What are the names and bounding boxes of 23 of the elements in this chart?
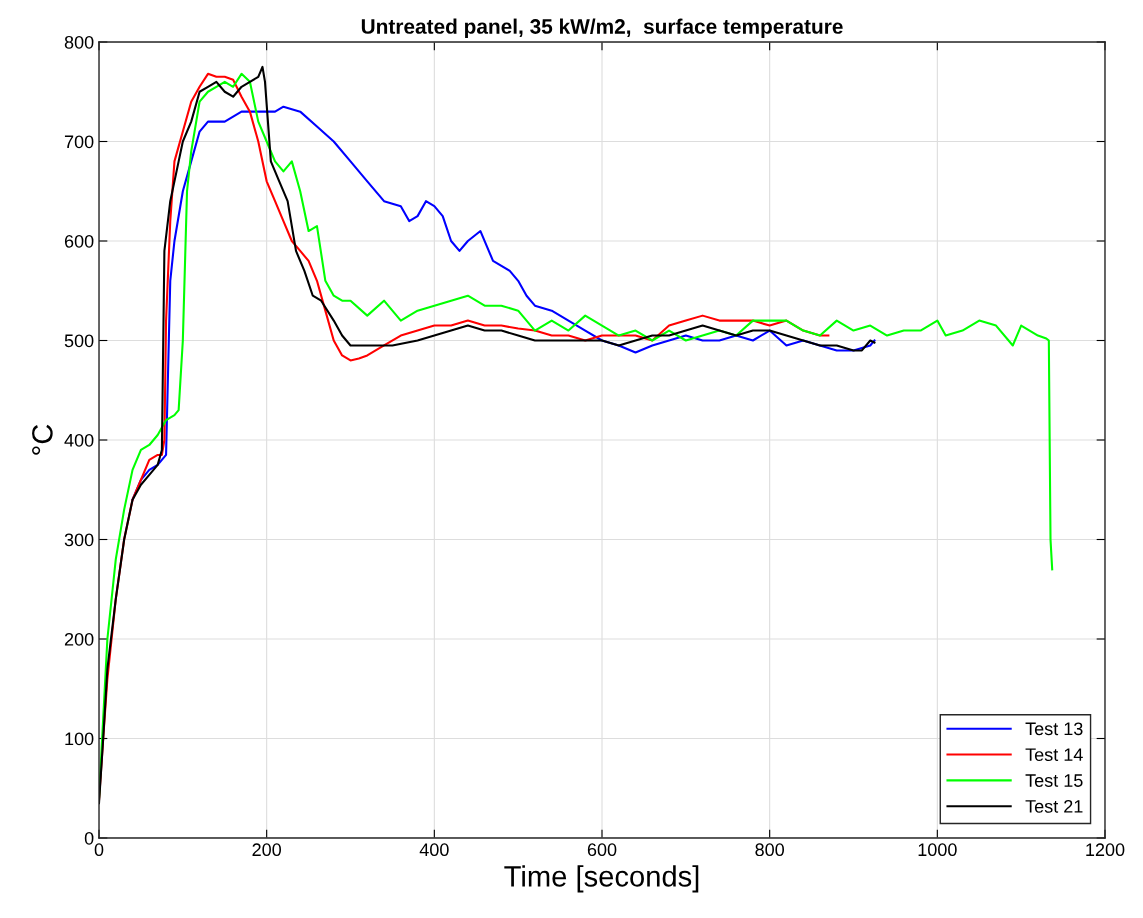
x-tick-label: 0 (94, 843, 104, 857)
y-tick-label: 100 (65, 732, 94, 746)
x-tick-label: 800 (755, 843, 785, 857)
y-tick-label: 500 (64, 334, 94, 348)
y-tick-label: 400 (64, 433, 94, 447)
y-tick-label: 200 (64, 632, 94, 646)
legend-label: Test 14 (1025, 748, 1083, 762)
x-axis-title: Time [seconds] (504, 865, 699, 893)
chart-title: Untreated panel, 35 kW/m2, surface temperature (361, 18, 843, 38)
x-tick-label: 200 (252, 843, 282, 857)
y-tick-label: 600 (64, 234, 94, 248)
x-tick-label: 1000 (918, 843, 957, 857)
legend-label: Test 15 (1025, 774, 1083, 787)
x-tick-label: 400 (419, 843, 449, 857)
y-axis-title: °C (32, 424, 53, 455)
legend-label: Test 13 (1025, 722, 1083, 736)
y-tick-label: 300 (64, 533, 94, 547)
x-tick-label: 1200 (1086, 843, 1125, 857)
y-tick-label: 0 (84, 831, 94, 845)
y-tick-label: 800 (64, 35, 94, 49)
y-tick-label: 700 (64, 135, 94, 149)
legend-label: Test 21 (1025, 799, 1083, 813)
x-tick-label: 600 (587, 843, 617, 857)
